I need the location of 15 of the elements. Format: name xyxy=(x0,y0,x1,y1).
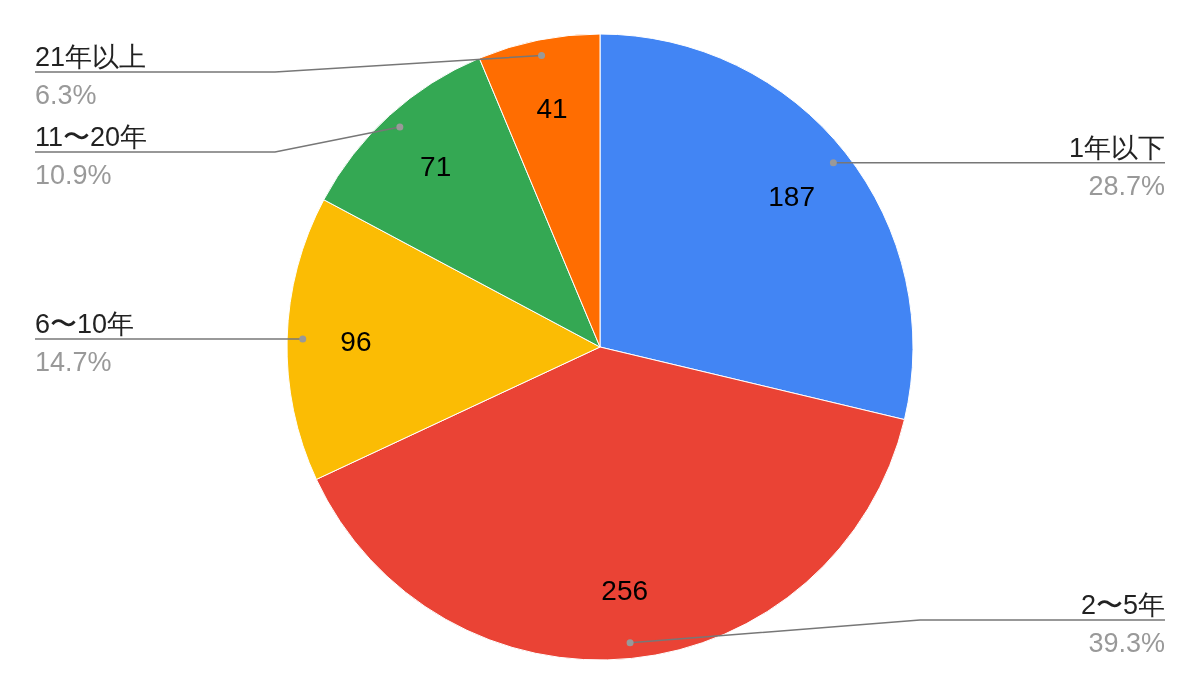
slice-label: 21年以上 xyxy=(35,42,147,72)
data-label: 187 xyxy=(768,180,815,212)
data-label: 41 xyxy=(536,92,568,124)
text: 28.7% xyxy=(1088,170,1165,201)
text: 10.9% xyxy=(35,160,112,190)
slice-label: 11〜20年 xyxy=(35,122,148,152)
slice-label: 6〜10年 xyxy=(35,309,135,340)
data-label: 71 xyxy=(420,151,452,183)
slice-label: 1年以下 xyxy=(1068,132,1165,163)
data-label: 256 xyxy=(601,574,649,606)
data-label: 96 xyxy=(340,325,372,357)
text: 6.3% xyxy=(35,80,97,110)
slice-label: 2〜5年 xyxy=(1080,590,1165,620)
text: 14.7% xyxy=(35,347,112,378)
text: 39.3% xyxy=(1088,628,1165,658)
